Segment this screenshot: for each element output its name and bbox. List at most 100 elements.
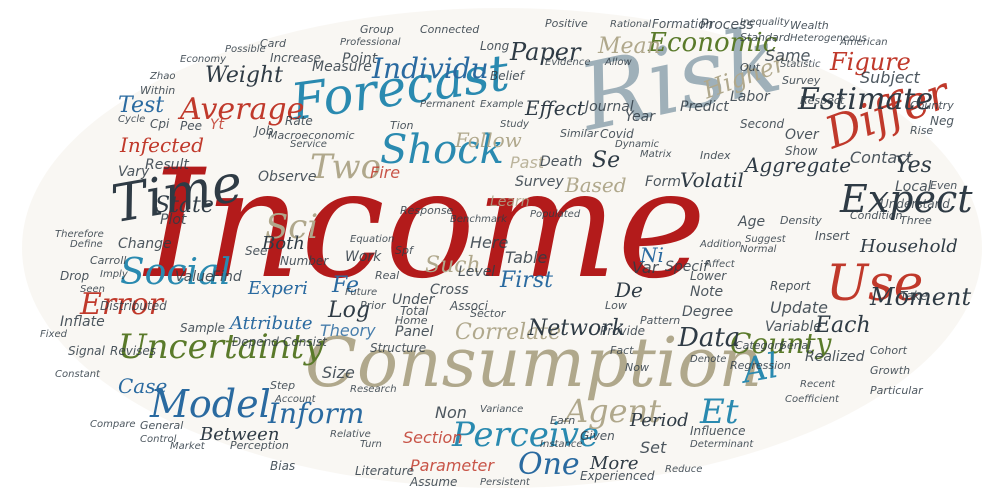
cloud-word: Assume xyxy=(410,475,458,489)
cloud-word: Evidence xyxy=(545,57,591,68)
cloud-word: Cpi xyxy=(150,117,170,131)
cloud-word: Each xyxy=(815,313,871,338)
cloud-word: Error xyxy=(80,287,163,322)
cloud-word: Specif xyxy=(665,259,708,275)
cloud-word: Cohort xyxy=(870,344,907,357)
cloud-word: Consumption xyxy=(305,324,763,403)
cloud-word: Economy xyxy=(180,54,227,65)
cloud-word: Infected xyxy=(120,133,204,157)
cloud-word: Therefore xyxy=(55,229,104,240)
cloud-word: Note xyxy=(690,284,724,300)
cloud-word: Journal xyxy=(585,99,634,115)
cloud-word: Now xyxy=(625,361,649,374)
cloud-word: Set xyxy=(640,438,667,457)
cloud-word: Influence xyxy=(690,424,746,438)
cloud-word: Home xyxy=(395,314,428,327)
cloud-word: Market xyxy=(170,441,205,452)
cloud-word: More xyxy=(590,453,639,474)
cloud-word: Within xyxy=(140,84,176,97)
cloud-word: Fire xyxy=(370,163,401,182)
cloud-word: Economic xyxy=(648,28,778,58)
cloud-word: Report xyxy=(770,279,811,293)
cloud-word: Degree xyxy=(682,304,734,320)
cloud-word: Model xyxy=(150,382,271,426)
cloud-word: Imply xyxy=(100,269,128,280)
cloud-word: Two xyxy=(310,147,382,187)
cloud-word: Expect xyxy=(840,177,973,221)
cloud-word: Populated xyxy=(530,209,581,220)
cloud-word: Cycle xyxy=(118,114,146,125)
cloud-word: Positive xyxy=(545,17,588,30)
cloud-word: Group xyxy=(360,23,394,36)
cloud-word: Period xyxy=(630,410,689,431)
cloud-word: Between xyxy=(200,424,280,445)
cloud-word: Revises xyxy=(110,344,157,358)
cloud-word: Consist xyxy=(283,335,327,349)
cloud-word: Year xyxy=(625,109,655,125)
cloud-word: Persistent xyxy=(480,477,530,488)
cloud-word: Even xyxy=(930,179,958,192)
cloud-word: Example xyxy=(480,99,524,110)
cloud-word: Define xyxy=(70,239,103,250)
cloud-word: Volatil xyxy=(680,168,744,192)
cloud-word: Suggest xyxy=(745,234,786,245)
cloud-word: Permanent xyxy=(420,99,475,110)
cloud-word: Contact xyxy=(850,148,913,167)
cloud-word: Experienced xyxy=(580,469,655,483)
cloud-word: Condition xyxy=(850,209,903,222)
cloud-word: Learn xyxy=(490,194,530,210)
cloud-word: Weight xyxy=(205,63,283,88)
cloud-word: Uncertainty xyxy=(118,327,324,367)
cloud-word: Carroll xyxy=(90,254,127,267)
cloud-word: Use xyxy=(826,254,924,312)
cloud-word: Belief xyxy=(490,69,524,83)
cloud-word: Distributed xyxy=(100,299,167,313)
cloud-word: Cross xyxy=(430,282,469,298)
cloud-word: Both xyxy=(262,233,305,254)
cloud-word: Size xyxy=(322,363,355,382)
cloud-word: State xyxy=(155,193,214,218)
cloud-word: Theory xyxy=(320,321,376,340)
cloud-word: Past xyxy=(510,153,545,172)
cloud-word: Category xyxy=(735,339,786,352)
cloud-word: Local xyxy=(895,179,932,195)
cloud-word: Shock xyxy=(380,127,504,173)
cloud-word: Depend xyxy=(232,335,279,349)
cloud-word: Log xyxy=(328,298,370,323)
cloud-word: Service xyxy=(290,139,327,150)
cloud-word: Death xyxy=(540,154,583,170)
cloud-word: First xyxy=(500,268,553,293)
cloud-word: Realized xyxy=(805,349,865,365)
cloud-word: Perceive xyxy=(452,415,600,455)
cloud-word: County xyxy=(730,327,832,360)
cloud-word: Take xyxy=(900,289,928,303)
cloud-word: Age xyxy=(738,214,766,230)
cloud-word: Index xyxy=(700,149,731,162)
cloud-word: Neg xyxy=(930,114,954,128)
cloud-word: Moment xyxy=(870,283,972,311)
cloud-word: Control xyxy=(140,434,177,445)
cloud-word: Test xyxy=(118,93,165,118)
cloud-word: Result xyxy=(145,157,189,173)
cloud-word: Statistic xyxy=(780,59,821,70)
cloud-word: Three xyxy=(900,214,932,227)
cloud-word: Experi xyxy=(248,278,308,299)
cloud-word: Prior xyxy=(360,299,386,312)
cloud-word: Given xyxy=(580,429,615,443)
cloud-word: Measure xyxy=(312,59,372,75)
cloud-word: Tion xyxy=(390,119,414,132)
cloud-word: Sci xyxy=(265,207,319,247)
cloud-word: Serial xyxy=(780,339,812,352)
cloud-word: Process xyxy=(700,17,754,33)
cloud-word: Relative xyxy=(330,429,371,440)
cloud-word: Table xyxy=(505,248,548,267)
cloud-word: Labor xyxy=(730,89,770,105)
cloud-word: Compare xyxy=(90,419,136,430)
cloud-word: Level xyxy=(458,264,496,280)
cloud-word: Dynamic xyxy=(615,139,660,150)
cloud-shape xyxy=(22,8,982,488)
cloud-word: Sample xyxy=(180,321,225,335)
cloud-word: Denote xyxy=(690,354,727,365)
cloud-word: Rational xyxy=(610,19,652,30)
